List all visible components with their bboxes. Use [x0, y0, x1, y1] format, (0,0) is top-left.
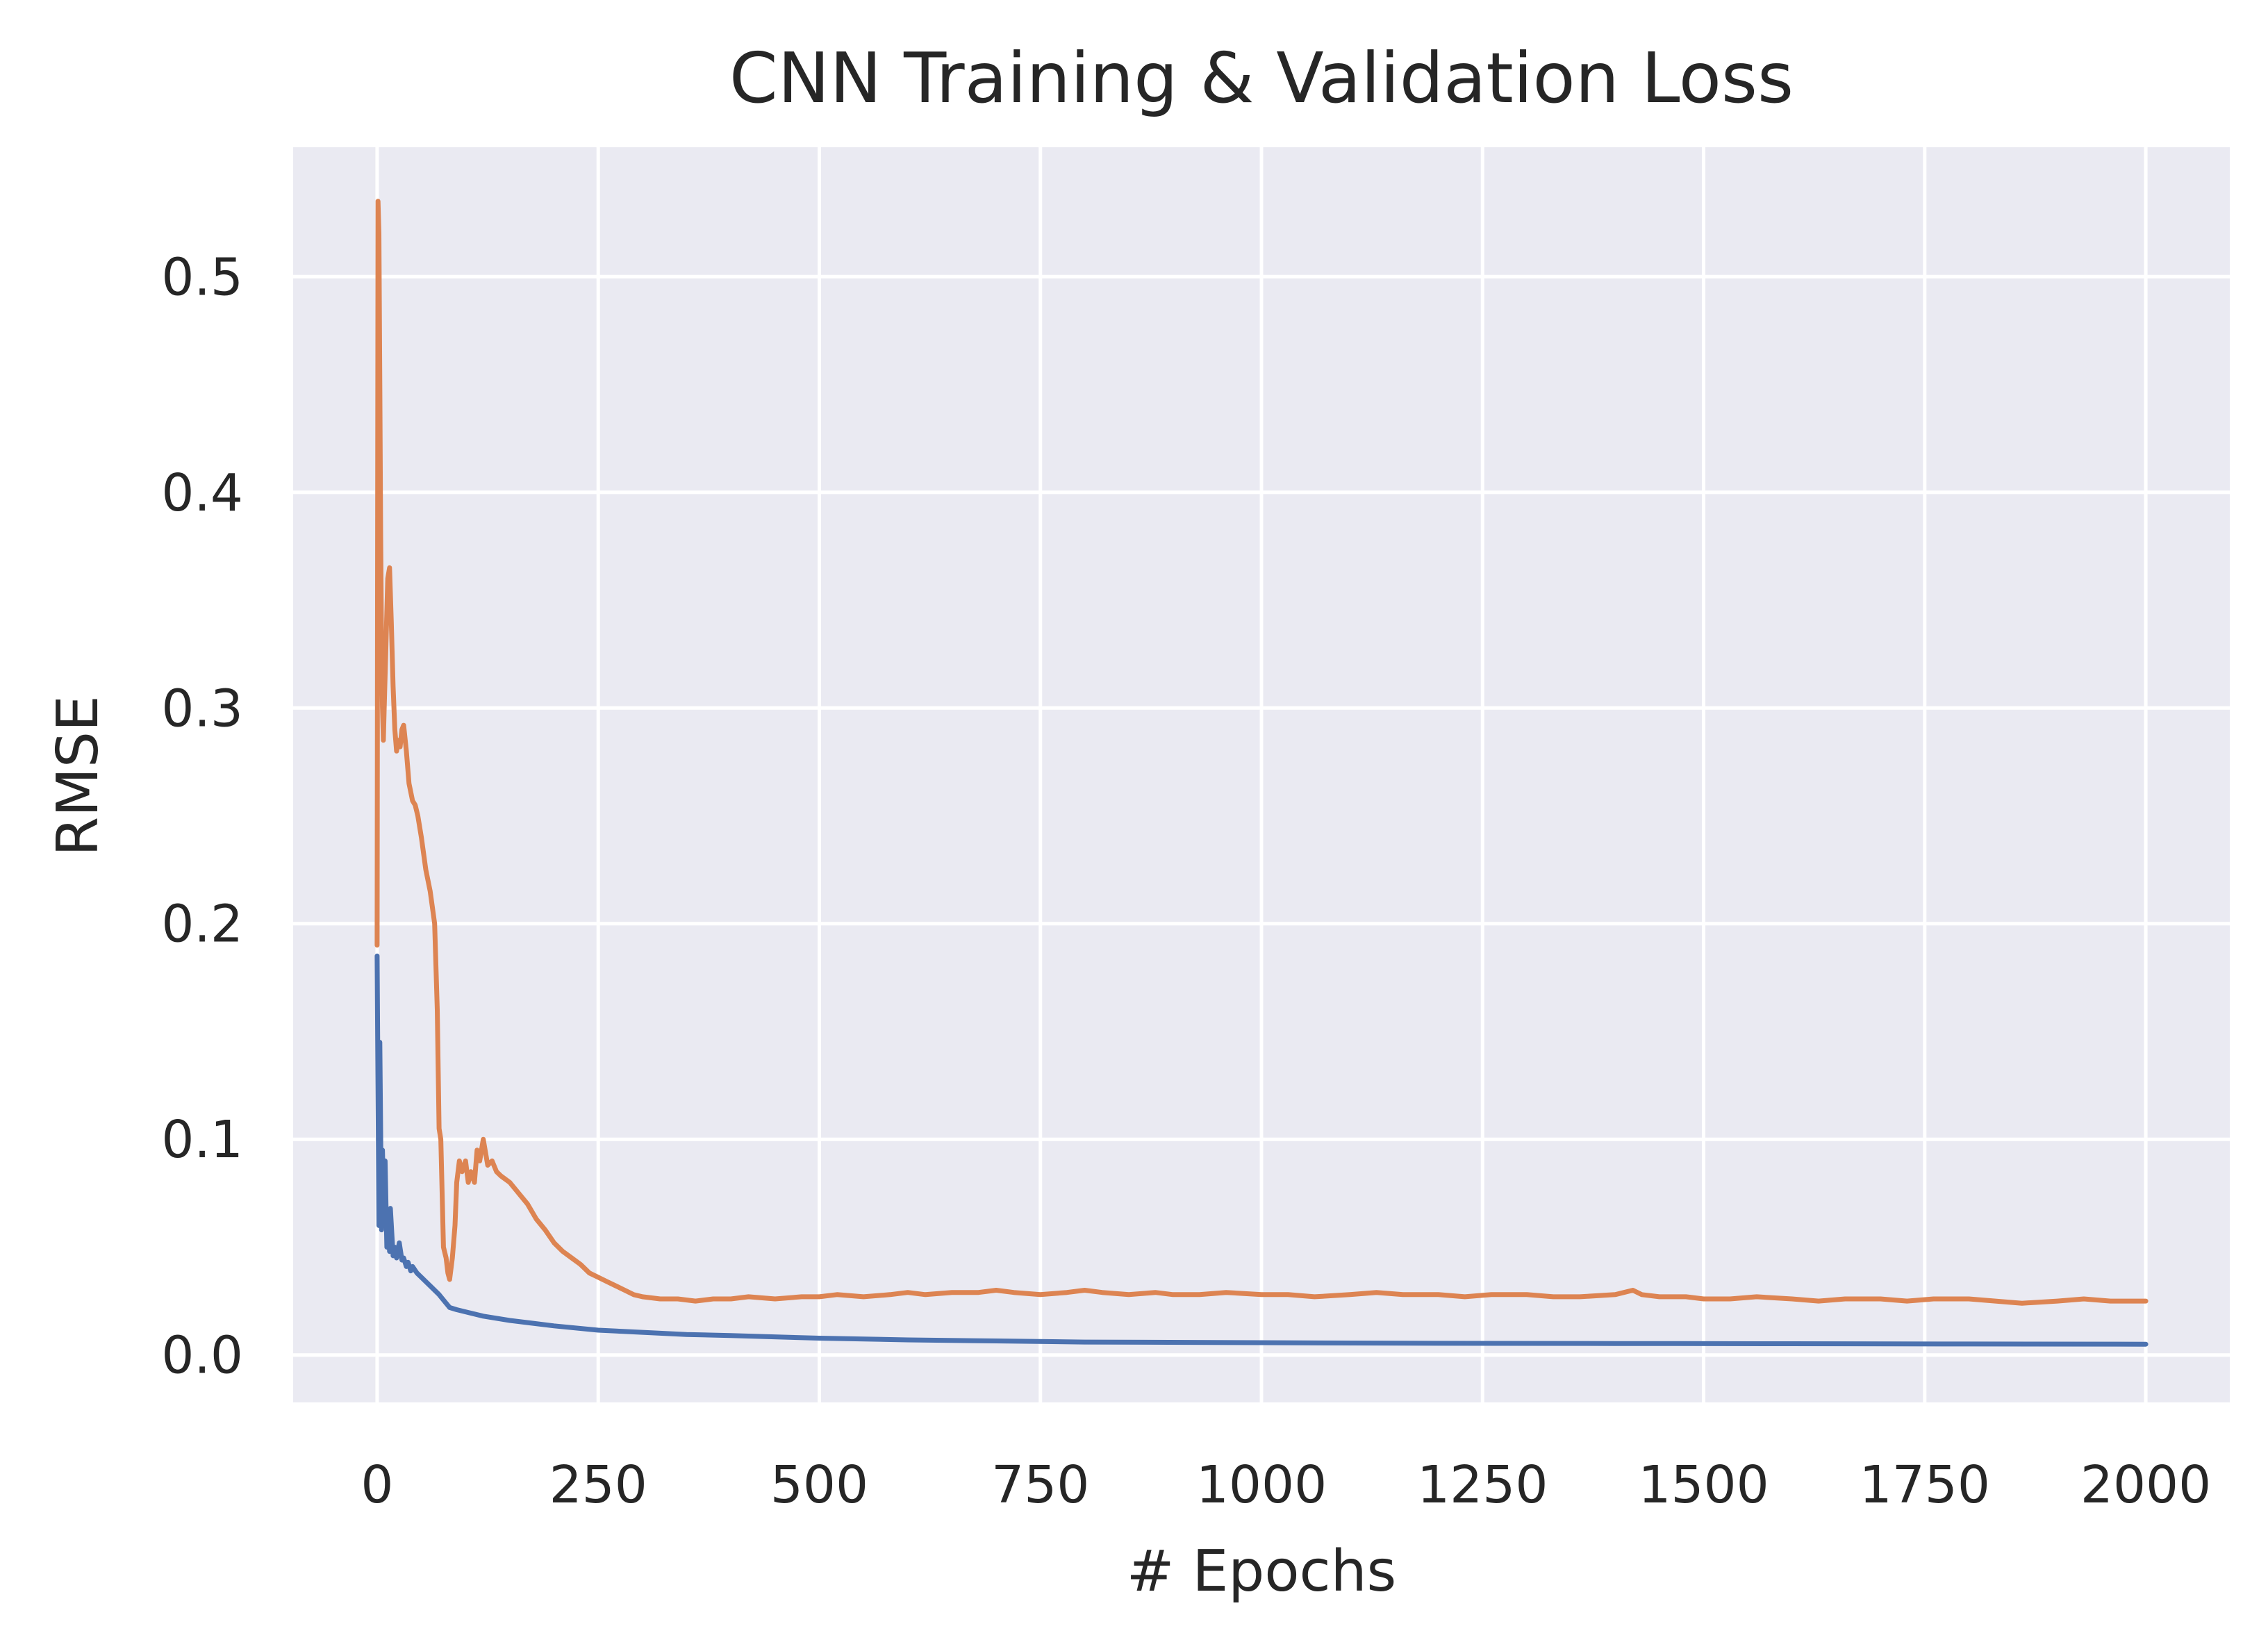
series-line-orange [374, 199, 2149, 1306]
series-line-blue [374, 953, 2149, 1347]
y-tick-label: 0.4 [161, 463, 243, 523]
chart-title: CNN Training & Validation Loss [729, 38, 1794, 119]
series-lines [374, 199, 2149, 1347]
x-tick-label: 1000 [1196, 1455, 1327, 1515]
y-tick-label: 0.3 [161, 679, 243, 738]
y-axis-label: RMSE [45, 695, 111, 856]
x-tick-labels: 0 250 500 750 1000 1250 1500 1750 2000 [361, 1455, 2211, 1515]
y-tick-label: 0.0 [161, 1326, 243, 1386]
y-tick-label: 0.1 [161, 1110, 243, 1170]
x-tick-label: 250 [549, 1455, 647, 1515]
x-tick-label: 1750 [1860, 1455, 1990, 1515]
x-tick-label: 750 [991, 1455, 1089, 1515]
x-tick-label: 2000 [2080, 1455, 2211, 1515]
x-tick-label: 1500 [1638, 1455, 1769, 1515]
y-tick-labels: 0.0 0.1 0.2 0.3 0.4 0.5 [161, 247, 243, 1385]
y-gridlines [293, 274, 2230, 1357]
x-axis-label: # Epochs [1127, 1539, 1397, 1605]
x-tick-label: 500 [770, 1455, 868, 1515]
y-tick-label: 0.5 [161, 247, 243, 307]
y-tick-label: 0.2 [161, 895, 243, 954]
x-tick-label: 1250 [1417, 1455, 1548, 1515]
x-tick-label: 0 [361, 1455, 393, 1515]
